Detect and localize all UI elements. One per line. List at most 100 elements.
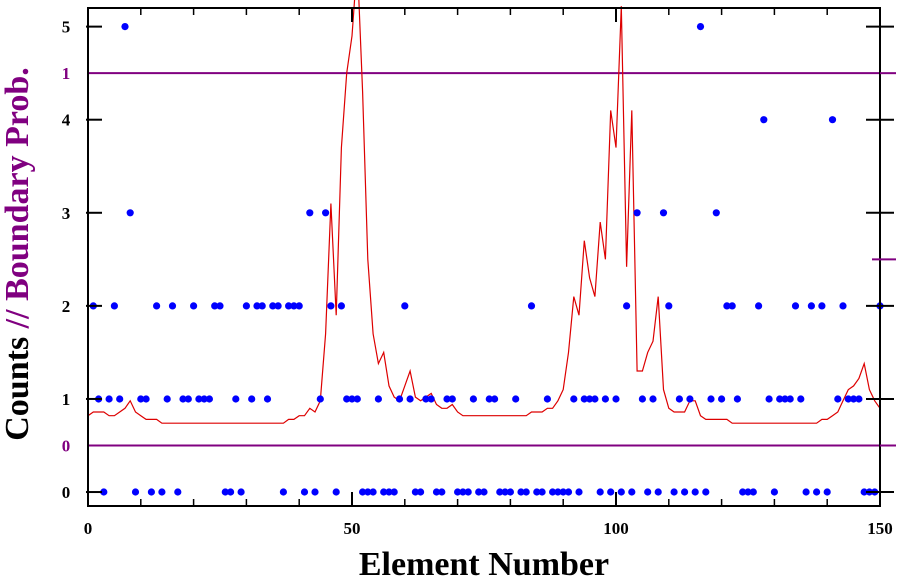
count-point-78 [501, 488, 509, 496]
count-point-68 [448, 395, 456, 403]
count-point-2 [100, 488, 108, 496]
count-point-74 [480, 488, 488, 496]
count-point-99 [612, 395, 620, 403]
count-point-81 [517, 488, 525, 496]
plot-frame [87, 7, 881, 507]
count-point-83 [527, 302, 536, 310]
prob-tick-label-1: 1 [62, 64, 71, 83]
count-point-35 [274, 302, 282, 310]
count-point-63 [422, 395, 430, 403]
count-point-91 [570, 395, 578, 403]
count-point-30 [248, 395, 256, 403]
count-point-98 [607, 488, 615, 496]
count-point-124 [744, 488, 752, 496]
count-point-126 [755, 302, 763, 310]
count-point-136 [807, 302, 816, 310]
count-point-9 [137, 395, 145, 403]
count-point-58 [395, 395, 404, 403]
count-point-12 [153, 302, 161, 310]
count-point-36 [279, 488, 287, 496]
count-point-22 [205, 395, 213, 403]
count-point-129 [770, 488, 779, 496]
count-point-115 [696, 23, 705, 31]
count-point-39 [295, 302, 303, 310]
prob-tick-label-0: 0 [62, 436, 71, 455]
y-axis-title-counts: Counts [0, 337, 36, 441]
count-point-94 [586, 395, 594, 403]
y-tick-label-1: 1 [62, 390, 71, 409]
count-point-113 [686, 395, 694, 403]
count-point-69 [454, 488, 462, 496]
count-point-107 [654, 488, 662, 496]
count-point-17 [179, 395, 187, 403]
count-point-114 [691, 488, 699, 496]
count-point-100 [617, 488, 625, 496]
count-point-138 [818, 302, 826, 310]
count-point-75 [485, 395, 493, 403]
count-point-42 [311, 488, 319, 496]
count-point-60 [406, 395, 414, 403]
count-point-46 [332, 488, 340, 496]
count-point-8 [131, 488, 140, 496]
count-point-87 [549, 488, 557, 496]
count-point-29 [242, 302, 250, 310]
count-point-137 [813, 488, 821, 496]
count-point-118 [712, 209, 720, 217]
count-point-97 [601, 395, 610, 403]
count-point-66 [438, 488, 446, 496]
count-point-33 [263, 395, 272, 403]
y-tick-label-4: 4 [62, 111, 71, 130]
count-point-50 [353, 395, 361, 403]
count-point-139 [823, 488, 831, 496]
count-point-101 [623, 302, 631, 310]
count-point-57 [390, 488, 398, 496]
count-point-71 [464, 488, 472, 496]
count-point-117 [707, 395, 715, 403]
count-point-127 [760, 116, 768, 124]
count-point-104 [638, 395, 647, 403]
count-point-85 [538, 488, 546, 496]
count-point-31 [253, 302, 261, 310]
count-point-143 [844, 395, 852, 403]
count-point-10 [142, 395, 150, 403]
count-point-120 [723, 302, 731, 310]
count-point-144 [850, 395, 858, 403]
x-tick-label-3: 150 [867, 519, 893, 538]
count-point-131 [781, 395, 789, 403]
count-point-11 [147, 488, 155, 496]
count-point-116 [702, 488, 710, 496]
count-point-102 [628, 488, 636, 496]
count-point-23 [211, 302, 219, 310]
count-point-112 [681, 488, 689, 496]
count-point-109 [665, 302, 673, 310]
count-point-20 [195, 395, 203, 403]
count-point-125 [749, 488, 757, 496]
count-point-67 [443, 395, 451, 403]
count-point-135 [802, 488, 810, 496]
count-point-122 [733, 395, 742, 403]
count-point-49 [348, 395, 356, 403]
count-point-64 [427, 395, 435, 403]
count-point-110 [670, 488, 678, 496]
count-point-34 [269, 302, 277, 310]
count-point-24 [216, 302, 224, 310]
y-tick-label-3: 3 [62, 204, 71, 223]
chart-marks [87, 0, 884, 496]
count-point-92 [575, 488, 583, 496]
count-point-105 [644, 488, 652, 496]
count-point-142 [839, 302, 847, 310]
y-axis-title-prob: Boundary Prob. [0, 67, 36, 301]
count-point-59 [401, 302, 409, 310]
x-tick-label-0: 0 [84, 519, 93, 538]
count-point-15 [168, 302, 177, 310]
count-point-103 [633, 209, 641, 217]
count-point-96 [596, 488, 604, 496]
count-point-38 [290, 302, 298, 310]
count-point-108 [659, 209, 668, 217]
count-point-134 [797, 395, 805, 403]
count-point-56 [385, 488, 393, 496]
y-tick-label-5: 5 [62, 18, 71, 37]
count-point-19 [190, 302, 198, 310]
y-tick-label-2: 2 [62, 297, 71, 316]
